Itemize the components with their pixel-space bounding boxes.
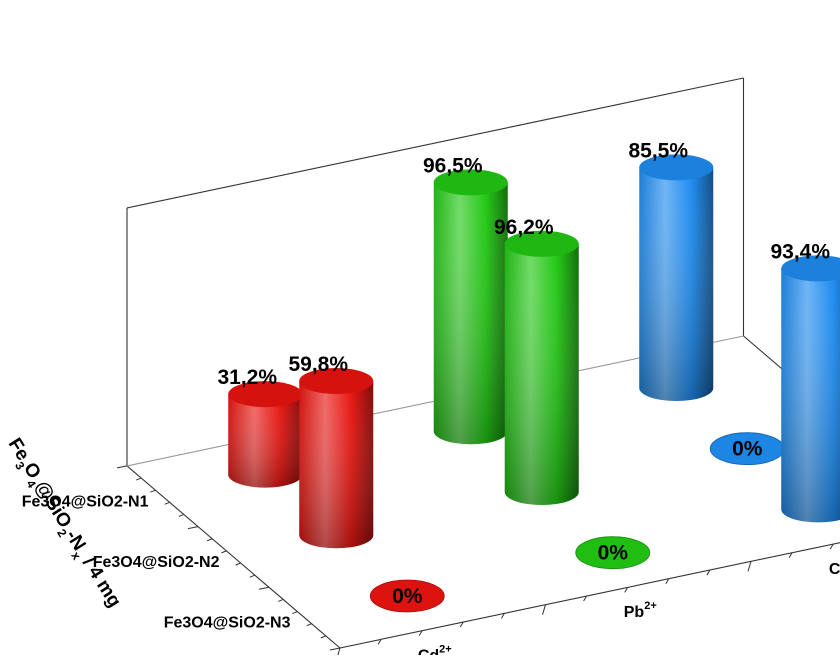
y-tick bbox=[165, 502, 170, 504]
bar-shading bbox=[781, 268, 840, 522]
x-category-label: Cd2+ bbox=[418, 643, 452, 655]
x-tick bbox=[748, 561, 751, 571]
bar-shading bbox=[228, 394, 302, 487]
y-tick bbox=[207, 539, 212, 541]
bar-cylinder bbox=[639, 154, 713, 401]
bar-cylinder bbox=[781, 255, 840, 522]
y-tick bbox=[307, 624, 312, 626]
y-tick bbox=[330, 648, 340, 650]
data-label: 0% bbox=[392, 585, 423, 608]
bar-cylinder bbox=[228, 381, 302, 487]
y-tick bbox=[150, 490, 155, 492]
bar-cylinder bbox=[505, 231, 579, 505]
y-tick bbox=[321, 636, 326, 638]
labels-layer: 020406080Ions binding percentage / %Cd2+… bbox=[0, 139, 840, 655]
y-category-label: Fe3O4@SiO2-N2 bbox=[93, 554, 220, 571]
y-axis-title: Fe3O4@SiO2-Nx / 4 mg bbox=[0, 435, 125, 614]
data-label: 93,4% bbox=[770, 240, 830, 263]
y-tick bbox=[259, 587, 269, 589]
x-tick bbox=[543, 605, 546, 615]
x-category-label: Pb2+ bbox=[624, 600, 657, 621]
x-tick bbox=[337, 648, 340, 655]
y-tick bbox=[117, 466, 127, 468]
data-label: 0% bbox=[732, 438, 763, 461]
y-tick bbox=[179, 514, 184, 516]
data-label: 85,5% bbox=[628, 139, 688, 162]
y-tick bbox=[236, 563, 241, 565]
data-label: 31,2% bbox=[217, 366, 277, 389]
data-label: 0% bbox=[598, 542, 629, 565]
y-tick bbox=[188, 527, 198, 529]
y-tick bbox=[292, 612, 297, 614]
y-tick bbox=[136, 478, 141, 480]
x-category-label: Cu2+ bbox=[829, 557, 840, 578]
y-tick bbox=[221, 551, 226, 553]
y-tick bbox=[250, 575, 255, 577]
bar-cylinder bbox=[434, 169, 508, 444]
bar-shading bbox=[639, 167, 713, 401]
bar-shading bbox=[299, 381, 373, 548]
y-category-label: Fe3O4@SiO2-N3 bbox=[164, 615, 291, 632]
data-label: 96,2% bbox=[494, 216, 554, 239]
data-label: 59,8% bbox=[288, 353, 348, 376]
bar-cylinder bbox=[299, 368, 373, 548]
data-label: 96,5% bbox=[423, 154, 483, 177]
y-tick bbox=[278, 599, 283, 601]
bar-shading bbox=[505, 244, 579, 505]
